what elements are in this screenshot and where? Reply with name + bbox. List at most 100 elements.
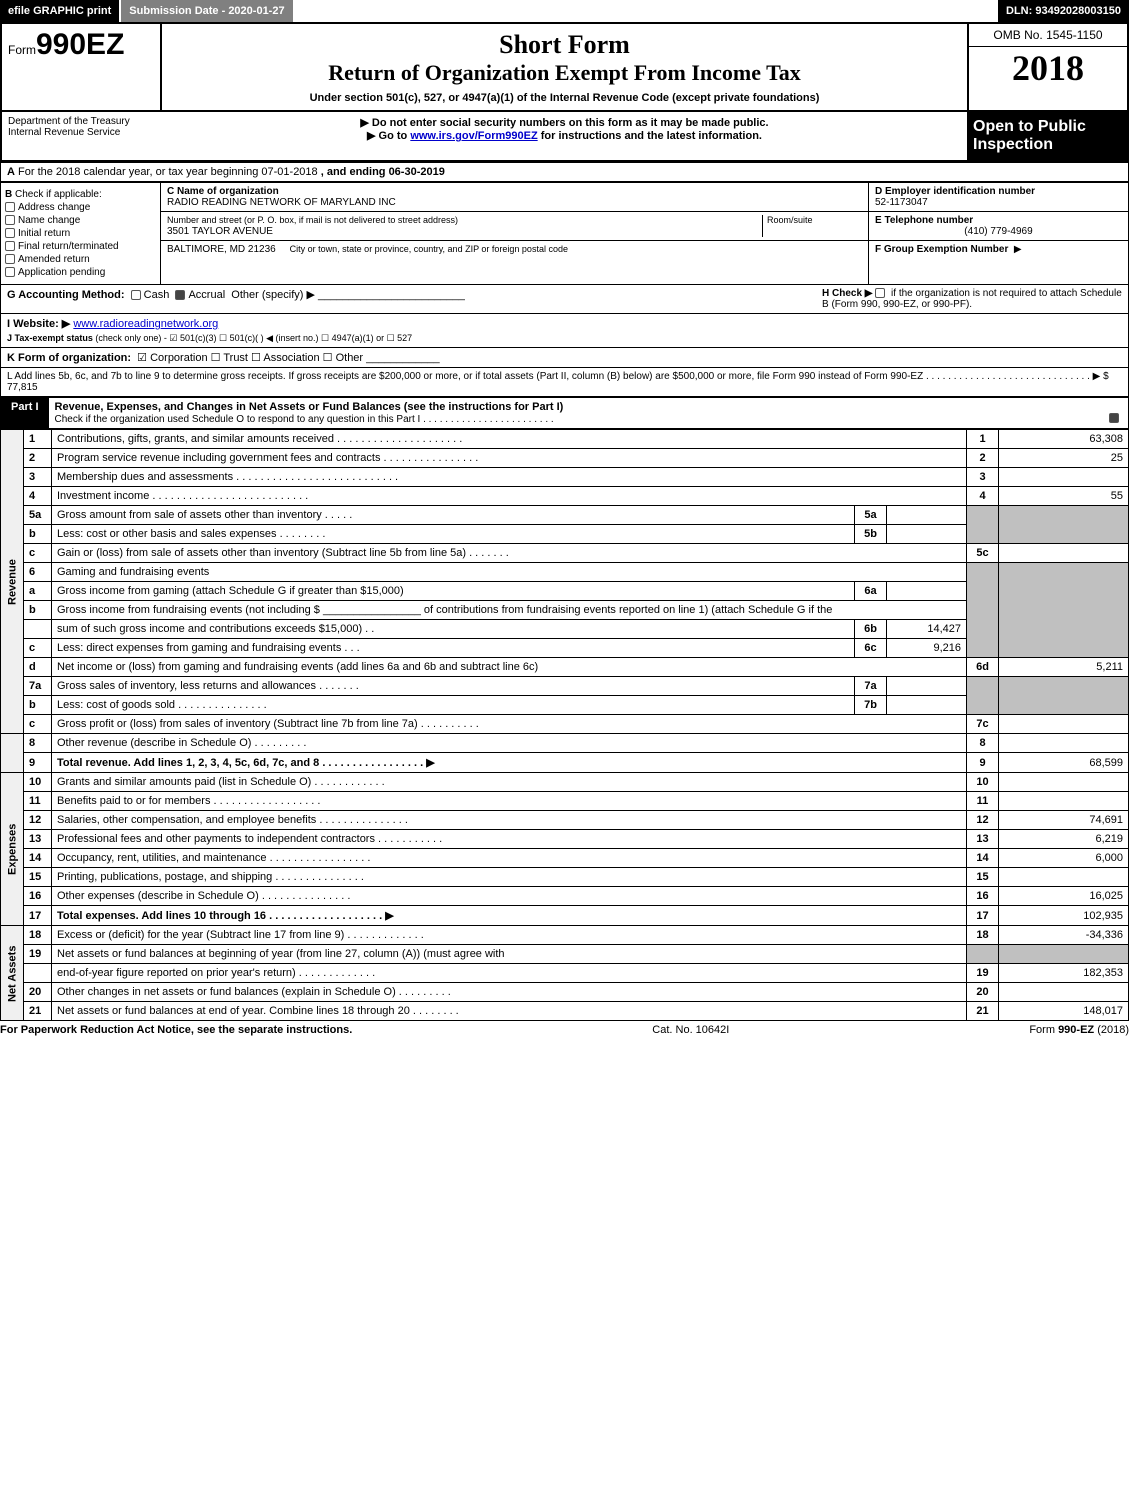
line-19-shaded <box>967 945 999 964</box>
accounting-method: G Accounting Method: Cash Accrual Other … <box>7 288 822 310</box>
j-label: J Tax-exempt status <box>7 333 93 343</box>
line-3-desc: Membership dues and assessments . . . . … <box>52 468 967 487</box>
paperwork-notice: For Paperwork Reduction Act Notice, see … <box>0 1024 352 1036</box>
sections-b-through-f: B Check if applicable: Address change Na… <box>0 182 1129 285</box>
ein-cell: D Employer identification number 52-1173… <box>869 183 1128 212</box>
line-3-rn: 3 <box>967 468 999 487</box>
cash-checkbox[interactable] <box>131 290 141 300</box>
open-public-label: Open to Public Inspection <box>967 112 1127 160</box>
name-change-label: Name change <box>18 215 80 226</box>
address-change-checkbox[interactable] <box>5 202 15 212</box>
line-18-num: 18 <box>24 926 52 945</box>
main-table: Revenue 1 Contributions, gifts, grants, … <box>0 429 1129 1021</box>
dept-row: Department of the Treasury Internal Reve… <box>0 112 1129 162</box>
line-15-amt <box>999 868 1129 887</box>
line-7ab-shaded <box>967 677 999 715</box>
line-19b-rn: 19 <box>967 964 999 983</box>
d-label: D Employer identification number <box>875 186 1035 197</box>
org-name: RADIO READING NETWORK OF MARYLAND INC <box>167 197 396 208</box>
final-return-label: Final return/terminated <box>18 241 119 252</box>
line-4-rn: 4 <box>967 487 999 506</box>
irs-link[interactable]: www.irs.gov/Form990EZ <box>410 130 537 142</box>
name-change-checkbox[interactable] <box>5 215 15 225</box>
expenses-side-label: Expenses <box>1 773 24 926</box>
j-detail: (check only one) - ☑ 501(c)(3) ☐ 501(c)(… <box>95 333 412 343</box>
line-5ab-shaded-amt <box>999 506 1129 544</box>
line-1-rn: 1 <box>967 430 999 449</box>
line-13-rn: 13 <box>967 830 999 849</box>
line-5a-desc: Gross amount from sale of assets other t… <box>52 506 855 525</box>
efile-print-button[interactable]: efile GRAPHIC print <box>0 0 121 22</box>
line-2-desc: Program service revenue including govern… <box>52 449 967 468</box>
line-11-num: 11 <box>24 792 52 811</box>
line-14-amt: 6,000 <box>999 849 1129 868</box>
line-21-rn: 21 <box>967 1002 999 1021</box>
phone-value: (410) 779-4969 <box>875 226 1122 237</box>
do-not-enter-text: ▶ Do not enter social security numbers o… <box>166 116 963 129</box>
initial-return-checkbox[interactable] <box>5 228 15 238</box>
accrual-checkbox[interactable] <box>175 290 185 300</box>
form-right-cell: OMB No. 1545-1150 2018 <box>967 24 1127 110</box>
part-1-check-line: Check if the organization used Schedule … <box>55 414 554 425</box>
line-10-num: 10 <box>24 773 52 792</box>
line-5c-num: c <box>24 544 52 563</box>
website-link[interactable]: www.radioreadingnetwork.org <box>73 318 218 330</box>
schedule-o-checkbox[interactable] <box>1109 413 1119 423</box>
netassets-side-label: Net Assets <box>1 926 24 1021</box>
application-pending-label: Application pending <box>18 267 105 278</box>
revenue-side-label-2 <box>1 734 24 773</box>
line-5a-num: 5a <box>24 506 52 525</box>
amended-return-checkbox[interactable] <box>5 254 15 264</box>
line-6a-sublabel: 6a <box>855 582 887 601</box>
line-6d-amt: 5,211 <box>999 658 1129 677</box>
city-state: BALTIMORE, MD 21236 <box>167 244 276 255</box>
line-19-desc: Net assets or fund balances at beginning… <box>52 945 967 964</box>
topbar: efile GRAPHIC print Submission Date - 20… <box>0 0 1129 22</box>
final-return-checkbox[interactable] <box>5 241 15 251</box>
line-6a-desc: Gross income from gaming (attach Schedul… <box>52 582 855 601</box>
line-6b-sublabel: 6b <box>855 620 887 639</box>
address-change-label: Address change <box>18 202 90 213</box>
c-label: C Name of organization <box>167 186 279 197</box>
line-19b-desc: end-of-year figure reported on prior yea… <box>52 964 967 983</box>
website-row: I Website: ▶ www.radioreadingnetwork.org <box>7 317 1122 330</box>
application-pending-checkbox[interactable] <box>5 267 15 277</box>
line-2-rn: 2 <box>967 449 999 468</box>
city-label: City or town, state or province, country… <box>290 244 568 254</box>
line-11-desc: Benefits paid to or for members . . . . … <box>52 792 967 811</box>
line-12-desc: Salaries, other compensation, and employ… <box>52 811 967 830</box>
line-6d-rn: 6d <box>967 658 999 677</box>
cash-label: Cash <box>144 289 170 301</box>
form-990ez-label: Form990EZ <box>8 28 154 62</box>
part-1-title: Revenue, Expenses, and Changes in Net As… <box>49 398 1128 428</box>
line-17-num: 17 <box>24 906 52 926</box>
line-15-desc: Printing, publications, postage, and shi… <box>52 868 967 887</box>
i-label: I Website: ▶ <box>7 318 70 330</box>
form-title-cell: Short Form Return of Organization Exempt… <box>162 24 967 110</box>
line-18-rn: 18 <box>967 926 999 945</box>
line-11-amt <box>999 792 1129 811</box>
line-7c-rn: 7c <box>967 715 999 734</box>
line-6b2-desc: sum of such gross income and contributio… <box>52 620 855 639</box>
line-7b-sublabel: 7b <box>855 696 887 715</box>
section-k: K Form of organization: ☑ Corporation ☐ … <box>0 348 1129 368</box>
line-17-amt: 102,935 <box>999 906 1129 926</box>
other-specify-label: Other (specify) ▶ <box>231 289 315 301</box>
instructions-cell: ▶ Do not enter social security numbers o… <box>162 112 967 160</box>
line-18-desc: Excess or (deficit) for the year (Subtra… <box>52 926 967 945</box>
line-7c-amt <box>999 715 1129 734</box>
h-checkbox[interactable] <box>875 288 885 298</box>
tax-year-begin: For the 2018 calendar year, or tax year … <box>18 166 318 178</box>
line-15-num: 15 <box>24 868 52 887</box>
room-label: Room/suite <box>767 215 813 225</box>
line-6c-subval: 9,216 <box>887 639 967 658</box>
line-7a-sublabel: 7a <box>855 677 887 696</box>
line-5a-sublabel: 5a <box>855 506 887 525</box>
e-label: E Telephone number <box>875 215 973 226</box>
line-5c-amt <box>999 544 1129 563</box>
line-13-desc: Professional fees and other payments to … <box>52 830 967 849</box>
line-19-shaded-amt <box>999 945 1129 964</box>
line-12-rn: 12 <box>967 811 999 830</box>
form-number: 990EZ <box>36 28 124 61</box>
line-13-amt: 6,219 <box>999 830 1129 849</box>
